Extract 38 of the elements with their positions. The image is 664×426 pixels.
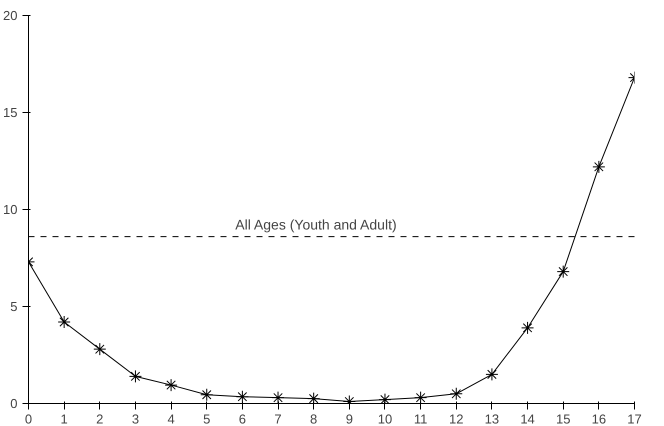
x-tick-label: 3	[132, 412, 140, 426]
point	[236, 390, 249, 404]
point	[58, 316, 71, 329]
point	[556, 265, 570, 278]
point	[485, 368, 498, 381]
point	[414, 391, 428, 404]
x-tick-label: 6	[238, 412, 246, 426]
x-tick-label: 9	[346, 412, 353, 426]
point	[521, 321, 534, 334]
point	[200, 388, 214, 402]
y-tick-label: 5	[10, 299, 18, 314]
y-tick-label: 20	[3, 8, 18, 23]
x-tick-label: 17	[627, 412, 642, 426]
point	[307, 392, 320, 404]
x-tick-label: 8	[310, 412, 318, 426]
x-tick-label: 2	[96, 412, 104, 426]
x-tick-label: 14	[520, 412, 535, 426]
point	[450, 387, 463, 400]
x-tick-label: 0	[24, 412, 32, 426]
point	[128, 370, 142, 383]
x-tick-label: 4	[167, 412, 175, 426]
x-tick-label: 12	[449, 412, 464, 426]
point	[164, 378, 178, 392]
x-tick-label: 1	[60, 412, 68, 426]
y-tick-label: 0	[10, 396, 18, 411]
x-tick-label: 5	[203, 412, 210, 426]
point	[93, 342, 106, 356]
ref-line-label: All Ages (Youth and Adult)	[235, 216, 397, 233]
point	[592, 160, 606, 174]
x-tick-label: 10	[378, 412, 392, 426]
x-tick-label: 16	[592, 412, 606, 426]
y-tick-label: 10	[3, 202, 18, 217]
x-tick-label: 13	[484, 412, 500, 426]
y-tick-label: 15	[3, 105, 18, 120]
x-tick-label: 7	[274, 412, 282, 426]
point	[272, 391, 285, 404]
x-tick-label: 15	[556, 412, 570, 426]
x-tick-label: 11	[414, 412, 428, 426]
